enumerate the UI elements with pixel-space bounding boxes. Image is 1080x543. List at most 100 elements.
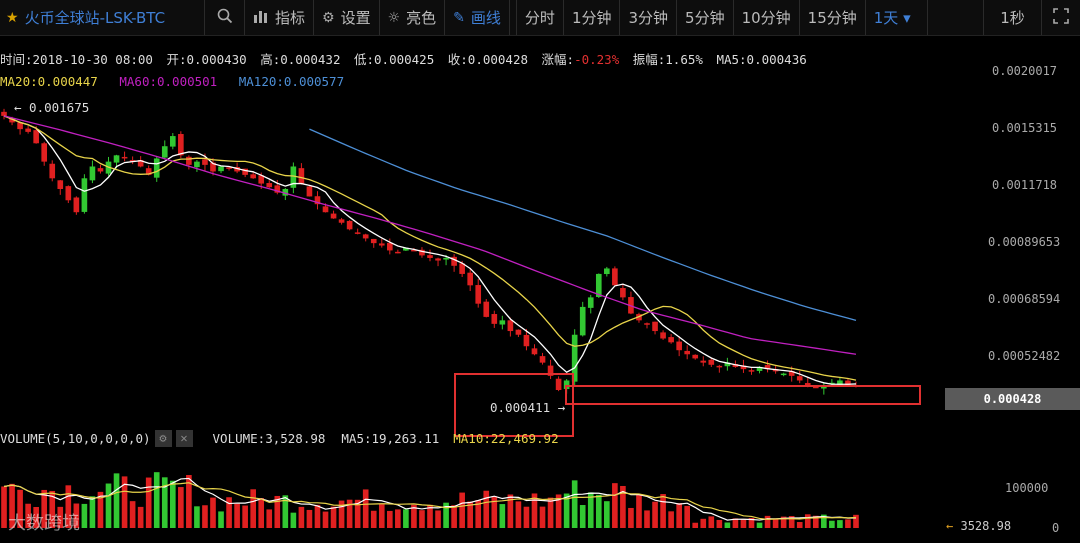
candle-body: [113, 155, 120, 163]
star-icon[interactable]: ★: [6, 9, 19, 26]
candle-body: [387, 242, 393, 251]
search-button[interactable]: [205, 0, 245, 35]
candle-body: [266, 183, 273, 188]
candle-body: [427, 255, 433, 258]
volume-bar: [724, 522, 731, 528]
settings-button[interactable]: ⚙ 设置: [314, 0, 380, 35]
volume-axis-label: 100000: [1005, 481, 1049, 495]
close-icon[interactable]: ✕: [175, 430, 193, 447]
candle-body: [531, 348, 538, 355]
candle-body: [515, 329, 522, 335]
ma5-line: [3, 115, 857, 385]
volume-bar: [314, 504, 321, 528]
candle-body: [700, 360, 707, 363]
volume-bar: [73, 503, 80, 528]
period-1day-dropdown[interactable]: 1天 ▾: [866, 0, 928, 35]
fullscreen-button[interactable]: [1042, 0, 1080, 35]
volume-bar: [338, 500, 345, 528]
volume-bar: [716, 519, 723, 528]
draw-line-button[interactable]: ✎ 画线: [445, 0, 510, 35]
volume-bar: [234, 503, 240, 528]
volume-bar: [41, 489, 48, 528]
candle-body: [563, 380, 570, 390]
volume-ma5: MA5:19,263.11: [341, 431, 440, 446]
volume-bar: [853, 514, 859, 528]
volume-bar: [531, 493, 538, 528]
candle-body: [684, 350, 691, 355]
indicator-button[interactable]: 指标: [245, 0, 315, 35]
candle-body: [73, 197, 80, 213]
ma-info: MA20:0.000447 MA60:0.000501 MA120:0.0005…: [0, 74, 344, 89]
candle-body: [547, 365, 554, 376]
ma120-line: [309, 128, 857, 321]
volume-bar: [732, 518, 739, 528]
volume-bar: [796, 522, 803, 528]
candle-body: [523, 334, 530, 347]
market-selector[interactable]: ★ 火币全球站-LSK-BTC: [0, 0, 205, 35]
volume-value: VOLUME:3,528.98: [212, 431, 326, 446]
settings-icon[interactable]: ⚙: [154, 430, 172, 447]
candle-body: [660, 332, 666, 339]
candle-body: [49, 163, 56, 179]
period-3min[interactable]: 3分钟: [620, 0, 678, 35]
candle-body: [362, 234, 369, 239]
candle-body: [443, 257, 449, 260]
period-10min[interactable]: 10分钟: [734, 0, 800, 35]
period-15min[interactable]: 15分钟: [800, 0, 866, 35]
volume-bar: [829, 520, 835, 528]
candle-body: [370, 238, 377, 244]
candle-body: [9, 118, 15, 123]
candlestick-series: [1, 108, 859, 395]
candle-body: [121, 156, 128, 159]
volume-bar: [443, 502, 449, 528]
candle-body: [692, 354, 699, 359]
volume-bar: [419, 510, 425, 528]
candle-body: [724, 362, 731, 367]
period-1min[interactable]: 1分钟: [564, 0, 621, 35]
volume-bar: [491, 496, 498, 528]
ma60-value: MA60:0.000501: [119, 74, 218, 89]
volume-bar: [322, 511, 329, 528]
candle-body: [748, 370, 755, 372]
gear-icon: ⚙: [322, 9, 335, 26]
volume-bar: [306, 509, 313, 528]
volume-bar: [242, 505, 248, 528]
ma20-line: [3, 115, 857, 381]
highlight-box-support: [565, 385, 921, 405]
volume-bar: [539, 506, 546, 528]
candle-body: [644, 323, 650, 325]
volume-bar: [499, 504, 506, 528]
ma5-value: MA5:0.000436: [716, 52, 807, 67]
candle-body: [346, 220, 353, 230]
volume-bar: [435, 510, 441, 528]
volume-bar: [692, 522, 699, 528]
candle-body: [178, 134, 184, 156]
candle-body: [322, 206, 329, 213]
volume-bar: [113, 473, 120, 528]
candle-body: [57, 180, 64, 189]
candle-body: [612, 268, 618, 286]
period-timeline[interactable]: 分时: [517, 0, 564, 35]
candle-body: [652, 321, 658, 332]
volume-bar: [467, 501, 473, 528]
candle-body: [587, 297, 594, 308]
candle-body: [459, 263, 465, 274]
period-5min[interactable]: 5分钟: [677, 0, 734, 35]
candle-body: [89, 166, 96, 181]
candle-body: [499, 320, 506, 325]
candle-body: [716, 365, 723, 368]
candle-body: [274, 185, 281, 193]
volume-bar: [772, 518, 779, 528]
volume-bar: [81, 503, 88, 528]
volume-indicator-label: VOLUME(5,10,0,0,0,0): [0, 431, 151, 446]
y-tick-label: 0.0015315: [992, 121, 1058, 135]
light-theme-button[interactable]: ☼ 亮色: [380, 0, 446, 35]
refresh-interval[interactable]: 1秒: [984, 0, 1042, 35]
volume-bar: [145, 477, 152, 528]
candle-body: [804, 383, 811, 386]
volume-bar: [266, 509, 273, 528]
candle-body: [290, 166, 297, 188]
volume-bar: [427, 504, 433, 528]
candle-body: [579, 306, 586, 336]
